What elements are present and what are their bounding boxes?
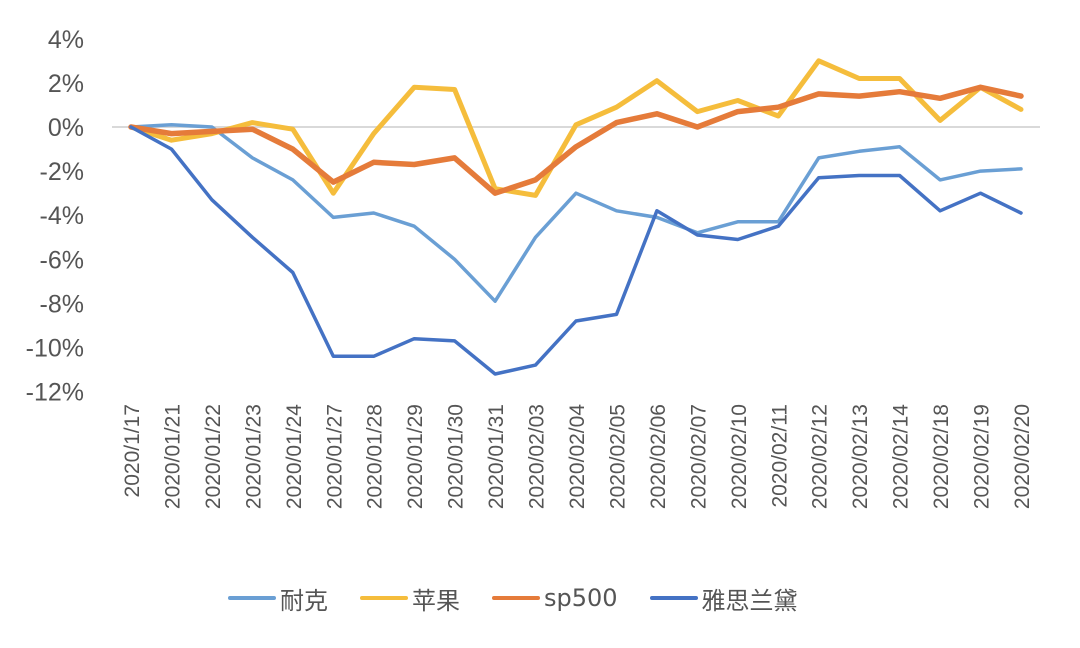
legend-swatch-line-icon [649, 596, 698, 600]
series-line[interactable] [128, 84, 1024, 196]
x-tick-label: 2020/01/24 [283, 404, 306, 509]
legend-label: 苹果 [412, 586, 460, 615]
y-tick-label: -2% [40, 158, 84, 186]
x-tick-label: 2020/02/19 [971, 404, 994, 509]
x-tick-label: 2020/02/04 [566, 404, 589, 509]
x-tick-label: 2020/02/13 [849, 404, 872, 509]
y-axis: 4% 2% 0% -2% -4% -6% -8% -10% -12% [26, 26, 84, 407]
x-tick-label: 2020/02/12 [809, 404, 832, 509]
x-tick-label: 2020/01/21 [161, 404, 184, 509]
x-axis: 2020/1/17 2020/01/21 2020/01/22 2020/01/23 2… [121, 404, 1034, 509]
x-tick-label: 2020/01/28 [364, 404, 387, 509]
x-tick-label: 2020/02/06 [647, 404, 670, 509]
y-tick-label: -10% [26, 335, 84, 363]
legend-label: 雅思兰黛 [701, 586, 798, 615]
x-tick-label: 2020/02/20 [1011, 404, 1034, 509]
x-tick-label: 2020/01/22 [202, 404, 225, 509]
x-tick-label: 2020/01/29 [404, 404, 427, 509]
legend-swatch-line-icon [228, 596, 276, 600]
y-tick-label: -12% [26, 379, 84, 407]
x-tick-label: 2020/02/10 [728, 404, 751, 509]
legend: 耐克 苹果 sp500 雅思兰黛 [228, 578, 830, 618]
legend-item-nike[interactable]: 耐克 [228, 581, 328, 616]
x-tick-label: 2020/02/11 [768, 404, 791, 508]
x-tick-label: 2020/02/14 [890, 404, 913, 509]
x-tick-label: 2020/01/27 [323, 404, 346, 509]
x-tick-label: 2020/01/30 [445, 404, 468, 509]
legend-item-apple[interactable]: 苹果 [360, 581, 460, 616]
legend-swatch-line-icon [360, 596, 408, 600]
legend-item-sp500[interactable]: sp500 [492, 584, 618, 612]
legend-swatch-line-icon [492, 596, 540, 600]
series-line[interactable] [129, 125, 1023, 376]
x-tick-label: 2020/02/05 [606, 404, 629, 509]
x-tick-label: 2020/02/07 [687, 404, 710, 509]
legend-item-estee-lauder[interactable]: 雅思兰黛 [649, 581, 798, 616]
series-line[interactable] [129, 123, 1023, 303]
x-tick-label: 2020/02/03 [526, 404, 549, 509]
y-tick-label: 2% [48, 70, 84, 98]
series-layer [128, 58, 1024, 376]
y-tick-label: 0% [48, 114, 84, 142]
x-tick-label: 2020/01/23 [242, 404, 265, 509]
y-tick-label: -6% [40, 246, 84, 274]
x-tick-label: 2020/1/17 [121, 404, 144, 497]
y-tick-label: 4% [48, 26, 84, 54]
legend-label: 耐克 [280, 586, 328, 615]
y-tick-label: -4% [40, 202, 84, 230]
x-tick-label: 2020/01/31 [485, 404, 508, 509]
series-line[interactable] [128, 58, 1024, 198]
x-tick-label: 2020/02/18 [930, 404, 953, 509]
y-tick-label: -8% [40, 290, 84, 318]
legend-label: sp500 [544, 584, 618, 612]
